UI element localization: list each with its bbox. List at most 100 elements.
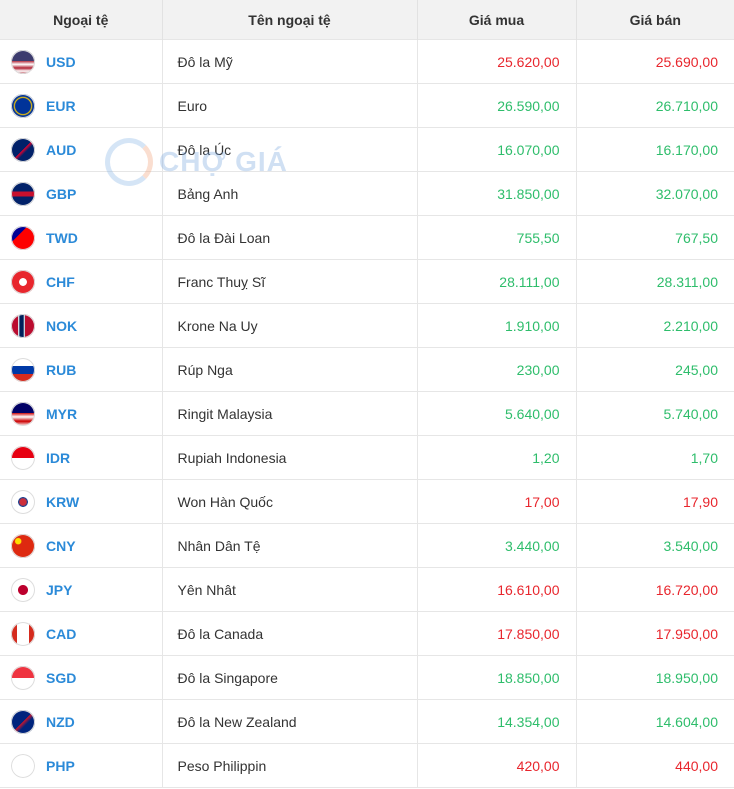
currency-name: Nhân Dân Tệ <box>162 523 418 568</box>
currency-cell: KRW <box>0 479 163 524</box>
currency-cell: TWD <box>0 215 163 260</box>
flag-icon <box>11 137 35 162</box>
currency-code: TWD <box>46 229 78 246</box>
currency-code: SGD <box>46 669 77 686</box>
currency-name: Ringit Malaysia <box>162 391 418 436</box>
currency-cell: SGD <box>0 655 163 700</box>
currency-name: Franc Thuỵ Sĩ <box>162 259 418 304</box>
flag-icon <box>11 269 35 294</box>
currency: NOK <box>0 313 162 338</box>
buy-price: 5.640,00 <box>417 391 577 436</box>
sell-price: 440,00 <box>576 743 734 788</box>
currency: CHF <box>0 269 162 294</box>
flag-icon <box>11 313 35 338</box>
buy-price: 755,50 <box>417 215 577 260</box>
buy-price: 28.111,00 <box>417 259 577 304</box>
flag-icon <box>11 665 35 690</box>
buy-price: 25.620,00 <box>417 39 577 84</box>
table-row: NZD Đô la New Zealand 14.354,00 14.604,00 <box>0 699 734 744</box>
sell-price: 26.710,00 <box>576 83 734 128</box>
flag-icon <box>11 753 35 778</box>
table-row: IDR Rupiah Indonesia 1,20 1,70 <box>0 435 734 480</box>
currency: PHP <box>0 753 162 778</box>
currency-name: Yên Nhât <box>162 567 418 612</box>
table-row: CHF Franc Thuỵ Sĩ 28.111,00 28.311,00 <box>0 259 734 304</box>
sell-price: 17.950,00 <box>576 611 734 656</box>
buy-price: 1.910,00 <box>417 303 577 348</box>
table-row: RUB Rúp Nga 230,00 245,00 <box>0 347 734 392</box>
currency-name: Đô la Mỹ <box>162 39 418 84</box>
currency-code: PHP <box>46 757 75 774</box>
currency-code: NOK <box>46 317 78 334</box>
currency-cell: NZD <box>0 699 163 744</box>
currency-name: Euro <box>162 83 418 128</box>
flag-icon <box>11 621 35 646</box>
sell-price: 3.540,00 <box>576 523 734 568</box>
sell-price: 17,90 <box>576 479 734 524</box>
currency-code: EUR <box>46 97 76 114</box>
currency-code: CNY <box>46 537 76 554</box>
currency: KRW <box>0 489 162 514</box>
sell-price: 18.950,00 <box>576 655 734 700</box>
buy-price: 3.440,00 <box>417 523 577 568</box>
currency-cell: IDR <box>0 435 163 480</box>
header-cell: Tên ngoại tệ <box>162 0 418 40</box>
flag-icon <box>11 577 35 602</box>
sell-price: 16.170,00 <box>576 127 734 172</box>
currency-cell: RUB <box>0 347 163 392</box>
currency-name: Đô la Singapore <box>162 655 418 700</box>
currency-name: Peso Philippin <box>162 743 418 788</box>
flag-icon <box>11 181 35 206</box>
buy-price: 18.850,00 <box>417 655 577 700</box>
table-row: SGD Đô la Singapore 18.850,00 18.950,00 <box>0 655 734 700</box>
sell-price: 767,50 <box>576 215 734 260</box>
currency-name: Đô la Úc <box>162 127 418 172</box>
flag-icon <box>11 709 35 734</box>
buy-price: 16.610,00 <box>417 567 577 612</box>
header-row: Ngoại tệ Tên ngoại tệ Giá mua Giá bán <box>0 0 734 40</box>
currency-name: Đô la Canada <box>162 611 418 656</box>
buy-price: 16.070,00 <box>417 127 577 172</box>
header-cell: Ngoại tệ <box>0 0 163 40</box>
sell-price: 16.720,00 <box>576 567 734 612</box>
currency: NZD <box>0 709 162 734</box>
currency: IDR <box>0 445 162 470</box>
currency-cell: GBP <box>0 171 163 216</box>
sell-price: 32.070,00 <box>576 171 734 216</box>
buy-price: 31.850,00 <box>417 171 577 216</box>
table-header: Ngoại tệ Tên ngoại tệ Giá mua Giá bán <box>0 0 734 40</box>
buy-price: 17.850,00 <box>417 611 577 656</box>
flag-icon <box>11 357 35 382</box>
currency-name: Bảng Anh <box>162 171 418 216</box>
currency: TWD <box>0 225 162 250</box>
currency-code: CHF <box>46 273 75 290</box>
buy-price: 26.590,00 <box>417 83 577 128</box>
currency-name: Won Hàn Quốc <box>162 479 418 524</box>
header-cell: Giá mua <box>417 0 577 40</box>
currency-code: JPY <box>46 581 73 598</box>
table-row: MYR Ringit Malaysia 5.640,00 5.740,00 <box>0 391 734 436</box>
currency: JPY <box>0 577 162 602</box>
sell-price: 5.740,00 <box>576 391 734 436</box>
currency-code: MYR <box>46 405 78 422</box>
currency: CNY <box>0 533 162 558</box>
buy-price: 420,00 <box>417 743 577 788</box>
currency-cell: CAD <box>0 611 163 656</box>
sell-price: 2.210,00 <box>576 303 734 348</box>
currency-name: Đô la New Zealand <box>162 699 418 744</box>
flag-icon <box>11 93 35 118</box>
flag-icon <box>11 489 35 514</box>
currency-code: AUD <box>46 141 77 158</box>
flag-icon <box>11 401 35 426</box>
currency-code: CAD <box>46 625 77 642</box>
currency-cell: EUR <box>0 83 163 128</box>
table-row: KRW Won Hàn Quốc 17,00 17,90 <box>0 479 734 524</box>
currency-name: Krone Na Uy <box>162 303 418 348</box>
currency-cell: CHF <box>0 259 163 304</box>
currency-cell: NOK <box>0 303 163 348</box>
currency-cell: JPY <box>0 567 163 612</box>
flag-icon <box>11 445 35 470</box>
currency-code: GBP <box>46 185 77 202</box>
currency-cell: MYR <box>0 391 163 436</box>
